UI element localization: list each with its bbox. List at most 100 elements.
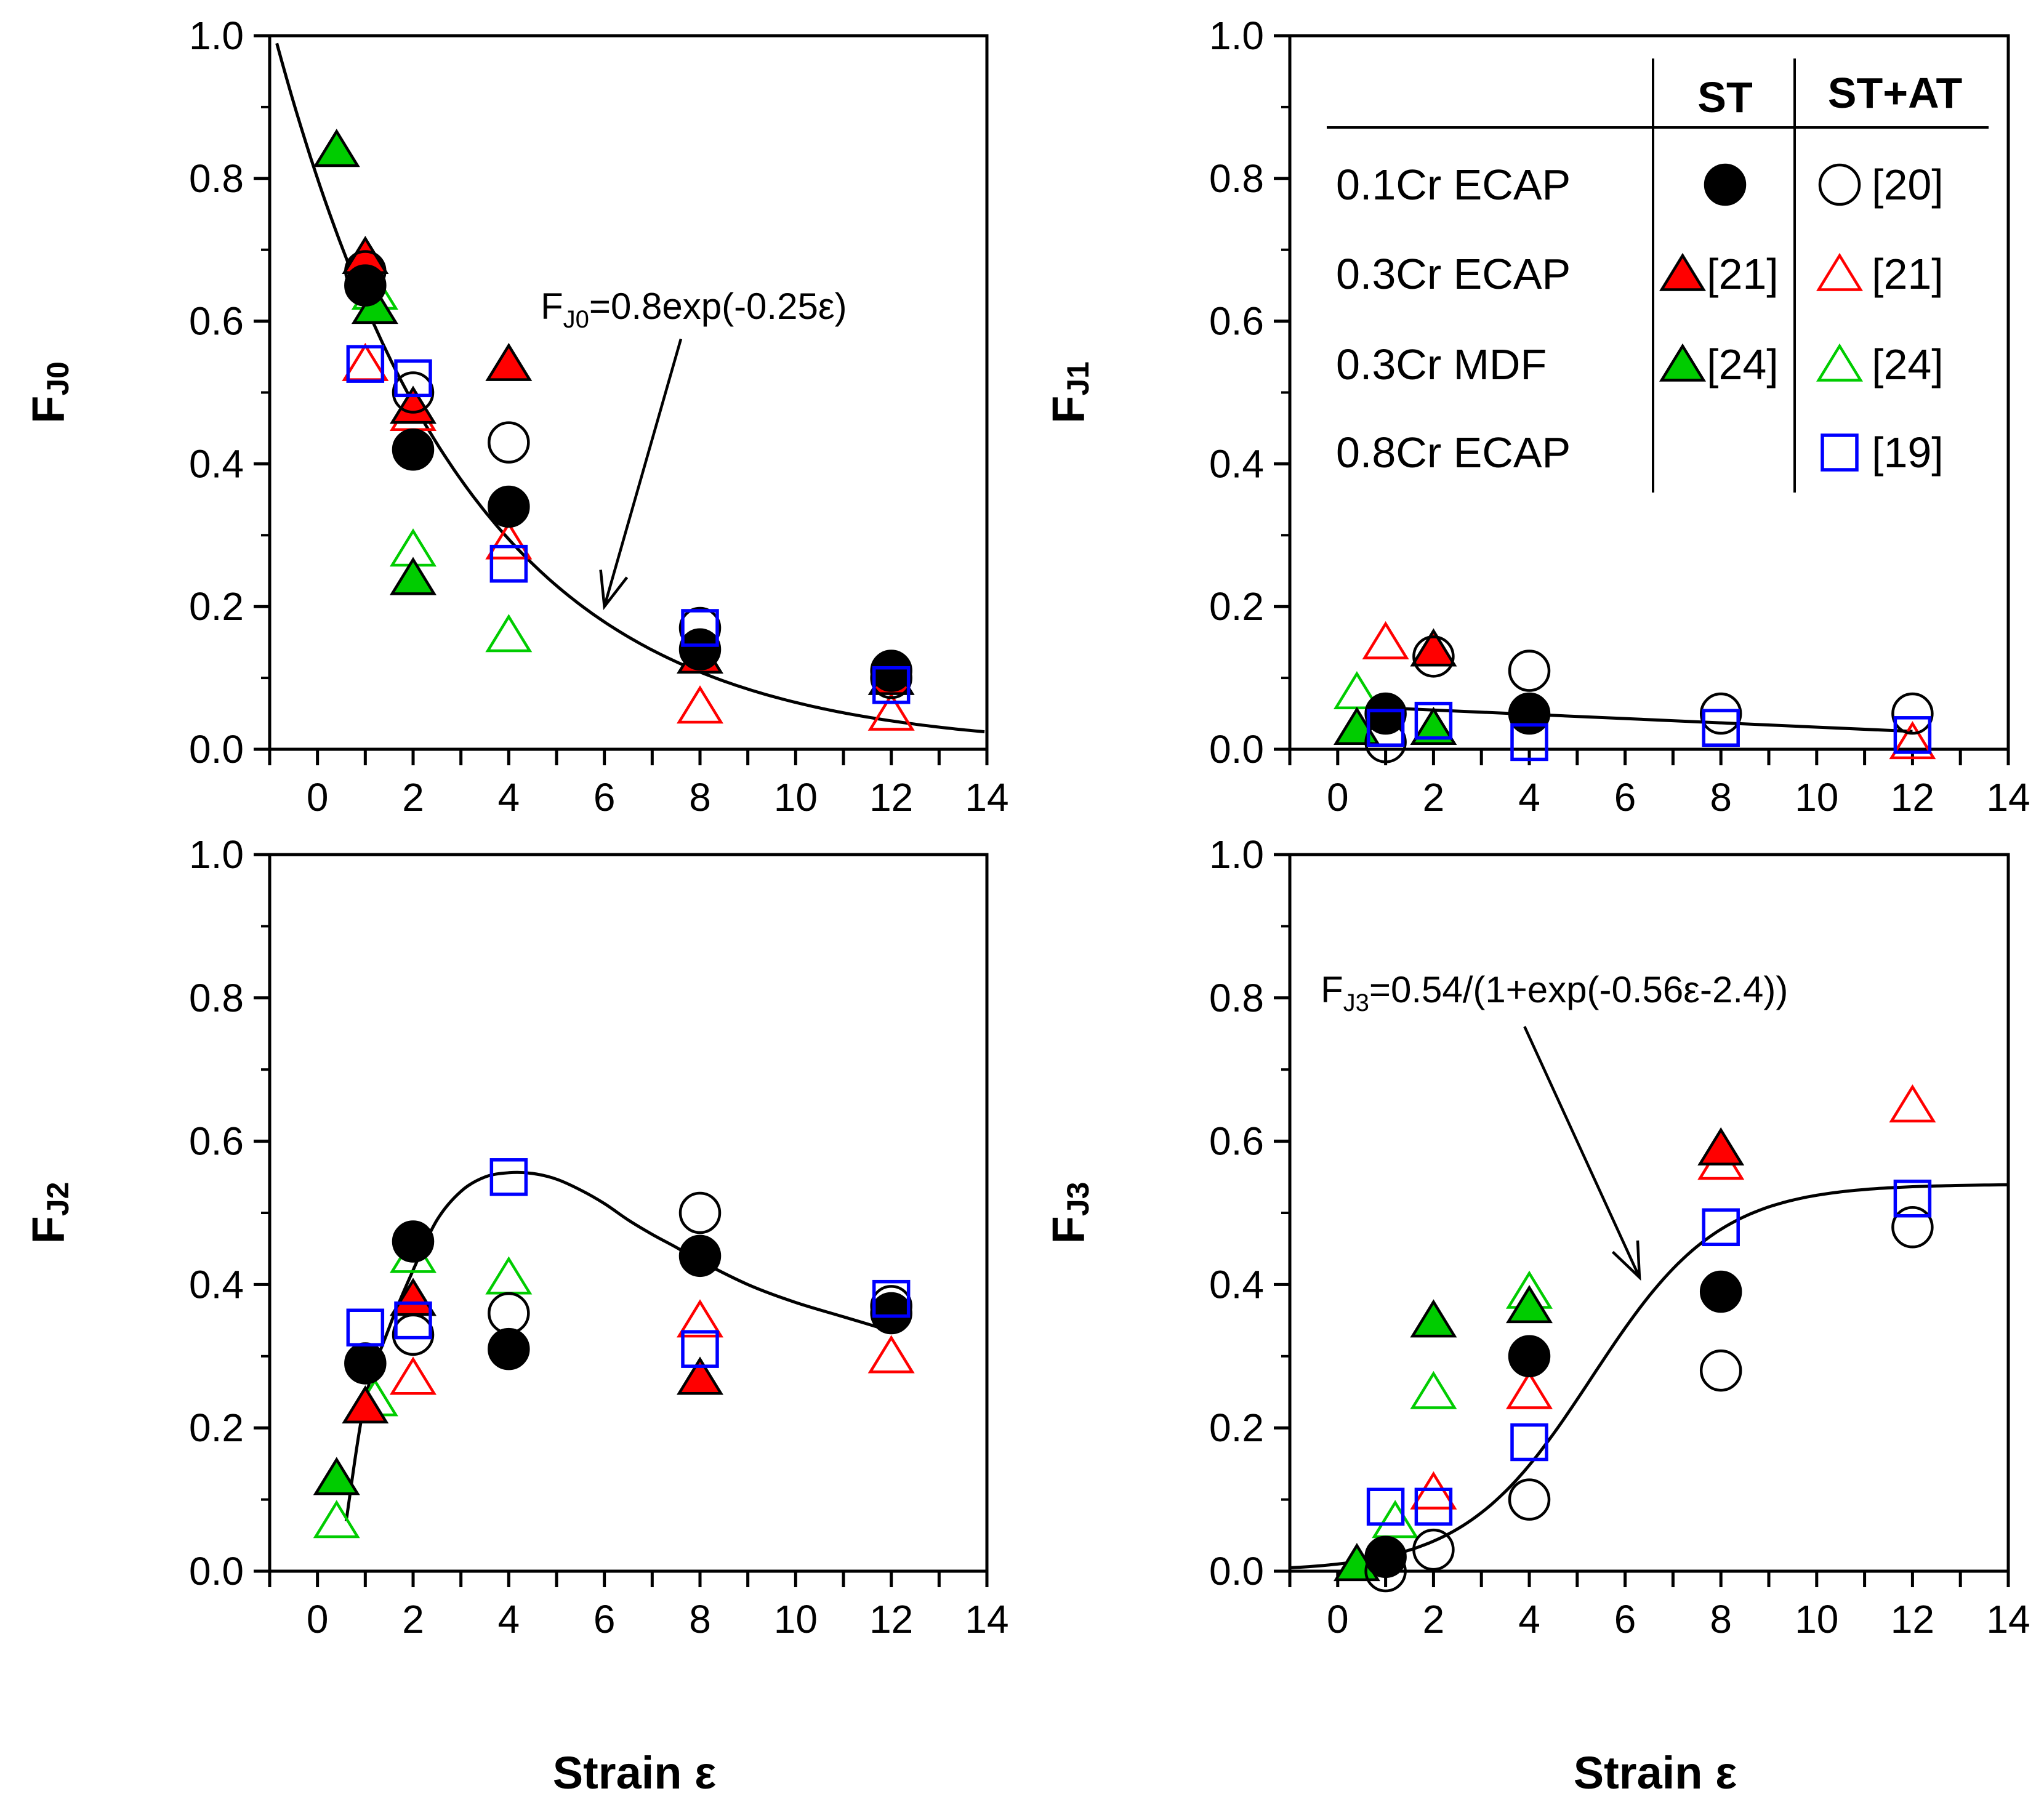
y-tick-label: 0.0	[189, 727, 244, 771]
x-tick-label: 8	[689, 775, 711, 819]
legend-marker-stat	[1816, 252, 1864, 291]
fit-curve	[1385, 706, 1913, 733]
data-point	[489, 544, 528, 583]
y-axis-label-main: F	[1043, 396, 1094, 424]
data-point	[389, 1356, 437, 1395]
data-point	[678, 1191, 722, 1234]
y-tick-label: 0.0	[1209, 1549, 1264, 1593]
legend-ref-st: [24]	[1707, 340, 1779, 388]
data-point	[1891, 692, 1934, 735]
data-point	[488, 1327, 530, 1370]
x-axis-label: Strain ε	[553, 1747, 716, 1798]
x-tick-label: 4	[1518, 1597, 1540, 1641]
x-tick-label: 14	[965, 1597, 1008, 1641]
fit-equation: FJ0=0.8exp(-0.25ε)	[541, 286, 847, 333]
fit-equation-sub: J0	[563, 306, 589, 333]
x-tick-label: 0	[307, 1597, 329, 1641]
legend: ST ST+AT 0.1Cr ECAP [20] 0.3Cr ECAP [21] [21] 0…	[1327, 58, 1989, 493]
data-point	[1510, 1423, 1548, 1462]
data-point	[676, 1356, 724, 1395]
data-point	[346, 1308, 385, 1346]
series-0-3cr-mdf-st-24	[1333, 1285, 1553, 1582]
data-point	[1364, 721, 1407, 763]
legend-marker-stat	[1821, 433, 1859, 472]
data-point	[867, 692, 915, 731]
series-0-8cr-ecap-st-at-19	[346, 1158, 911, 1368]
data-point	[313, 129, 360, 167]
data-point	[485, 342, 533, 381]
y-tick-label: 0.2	[1209, 584, 1264, 629]
x-tick-label: 10	[1795, 1597, 1838, 1641]
y-tick-label: 0.8	[1209, 156, 1264, 201]
y-tick-label: 0.6	[189, 299, 244, 344]
data-point	[313, 1457, 360, 1495]
legend-ref-stat: [20]	[1872, 161, 1944, 209]
y-tick-label: 0.2	[1209, 1406, 1264, 1450]
y-axis-label-main: F	[23, 396, 74, 424]
series-0-1cr-ecap-st-at-20	[1364, 1206, 1934, 1593]
fit-equation: FJ3=0.54/(1+exp(-0.56ε-2.4))	[1321, 969, 1788, 1016]
y-tick-label: 0.4	[1209, 1262, 1264, 1306]
data-point	[678, 628, 722, 670]
y-tick-label: 0.0	[1209, 727, 1264, 771]
data-point	[872, 666, 911, 704]
series-0-8cr-ecap-st-at-19	[1366, 1179, 1932, 1526]
y-tick-label: 0.8	[189, 976, 244, 1020]
legend-header-stat: ST+AT	[1828, 69, 1962, 117]
data-point	[1364, 1535, 1407, 1578]
x-tick-label: 14	[965, 775, 1008, 819]
series-0-1cr-ecap-st	[1364, 692, 1551, 735]
y-tick-label: 0.0	[189, 1549, 244, 1593]
y-axis-label-main: F	[1043, 1216, 1094, 1244]
x-tick-label: 8	[1710, 775, 1732, 819]
series-0-3cr-mdf-st-24	[1333, 706, 1457, 745]
legend-ref-stat: [21]	[1872, 250, 1944, 298]
x-tick-label: 10	[774, 1597, 818, 1641]
data-point	[1410, 1299, 1457, 1338]
x-tick-label: 6	[1614, 775, 1636, 819]
x-tick-label: 2	[1423, 775, 1445, 819]
data-point	[346, 345, 385, 383]
legend-marker-st	[1704, 163, 1747, 206]
y-tick-label: 0.6	[1209, 1119, 1264, 1164]
fit-equation-f: F	[1321, 969, 1343, 1010]
y-axis-label-sub: J0	[41, 361, 75, 396]
data-point	[344, 1342, 387, 1385]
data-point	[1410, 706, 1457, 745]
data-point	[1362, 621, 1409, 659]
annotation-arrow	[603, 338, 683, 607]
data-point	[870, 1285, 912, 1327]
data-point	[1702, 709, 1740, 747]
series-0-1cr-ecap-st-at-20	[344, 250, 912, 699]
legend-row-label: 0.1Cr ECAP	[1336, 161, 1571, 209]
data-point	[681, 1330, 719, 1368]
legend-row-label: 0.3Cr MDF	[1336, 340, 1547, 388]
fit-curve	[275, 42, 985, 734]
data-point	[1410, 628, 1457, 667]
legend-marker-st	[1659, 252, 1707, 291]
x-tick-label: 6	[1614, 1597, 1636, 1641]
data-point	[676, 1299, 724, 1338]
data-point	[1364, 1550, 1407, 1593]
data-point	[1889, 721, 1936, 760]
arrow-head	[599, 569, 629, 611]
y-axis-label: FJ3	[1043, 1182, 1096, 1244]
series-0-3cr-mdf-st-24	[313, 1457, 360, 1495]
data-point	[489, 1158, 528, 1196]
y-tick-label: 1.0	[1209, 832, 1264, 877]
data-point	[1893, 1179, 1932, 1218]
data-point	[678, 1234, 722, 1278]
data-point	[1699, 1270, 1742, 1313]
data-point	[389, 557, 437, 595]
data-point	[488, 485, 530, 528]
series-0-3cr-ecap-st-at-21	[389, 1299, 915, 1395]
panel-top-left: 0.00.20.40.60.81.00 2 4 6 8 10 12 14FJ0FJ0=0.8e…	[23, 14, 1009, 819]
x-tick-label: 0	[1327, 1597, 1349, 1641]
series-0-3cr-ecap-st-21	[342, 1278, 724, 1424]
data-point	[389, 1278, 437, 1316]
y-tick-label: 0.8	[189, 156, 244, 201]
data-point	[870, 656, 912, 699]
data-point	[1893, 716, 1932, 754]
